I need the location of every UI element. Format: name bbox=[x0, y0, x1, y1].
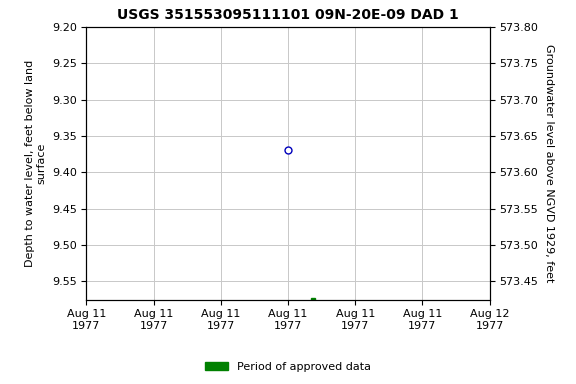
Y-axis label: Depth to water level, feet below land
surface: Depth to water level, feet below land su… bbox=[25, 60, 46, 267]
Y-axis label: Groundwater level above NGVD 1929, feet: Groundwater level above NGVD 1929, feet bbox=[544, 44, 554, 282]
Legend: Period of approved data: Period of approved data bbox=[201, 358, 375, 377]
Title: USGS 351553095111101 09N-20E-09 DAD 1: USGS 351553095111101 09N-20E-09 DAD 1 bbox=[117, 8, 459, 22]
